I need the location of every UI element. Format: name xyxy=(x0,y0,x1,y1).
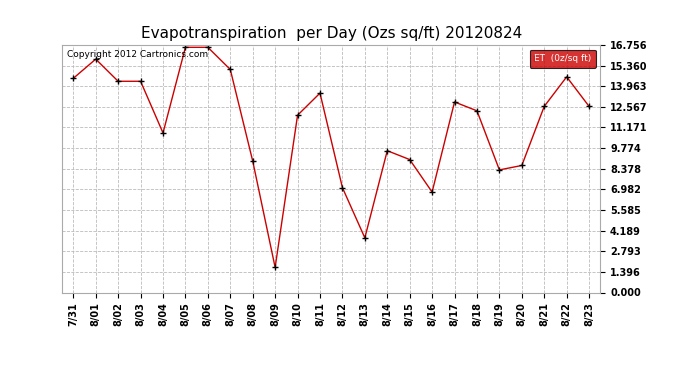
Text: Copyright 2012 Cartronics.com: Copyright 2012 Cartronics.com xyxy=(68,50,208,59)
Legend: ET  (0z/sq ft): ET (0z/sq ft) xyxy=(529,50,595,68)
Title: Evapotranspiration  per Day (Ozs sq/ft) 20120824: Evapotranspiration per Day (Ozs sq/ft) 2… xyxy=(141,26,522,41)
